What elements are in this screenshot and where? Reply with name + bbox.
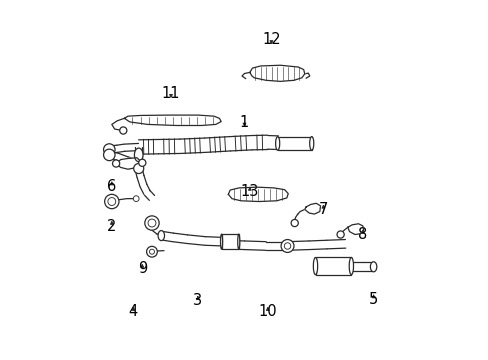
Circle shape (144, 216, 159, 230)
Circle shape (103, 149, 115, 161)
Bar (277, 136, 311, 150)
Circle shape (149, 249, 154, 254)
Ellipse shape (309, 136, 313, 150)
Polygon shape (249, 65, 304, 81)
Text: 6: 6 (107, 179, 116, 194)
Circle shape (120, 127, 126, 134)
Circle shape (148, 219, 156, 227)
Polygon shape (124, 115, 221, 126)
Circle shape (133, 163, 143, 174)
Text: 2: 2 (107, 219, 116, 234)
Text: 3: 3 (193, 293, 202, 308)
Ellipse shape (369, 262, 376, 272)
Bar (315, 257, 351, 275)
Ellipse shape (220, 234, 222, 249)
Circle shape (139, 159, 145, 166)
Circle shape (281, 239, 293, 252)
Text: 13: 13 (240, 184, 259, 199)
Circle shape (112, 160, 120, 167)
Text: 10: 10 (258, 304, 277, 319)
Circle shape (336, 231, 344, 238)
Circle shape (108, 198, 116, 206)
Circle shape (146, 246, 157, 257)
Text: 9: 9 (138, 261, 146, 276)
Text: 5: 5 (368, 292, 377, 307)
Polygon shape (228, 187, 287, 202)
Ellipse shape (237, 234, 239, 249)
Ellipse shape (134, 148, 142, 162)
Polygon shape (115, 158, 142, 169)
Circle shape (284, 243, 290, 249)
Circle shape (133, 196, 139, 202)
Ellipse shape (275, 136, 279, 150)
Ellipse shape (348, 257, 353, 275)
Text: 4: 4 (128, 304, 138, 319)
Ellipse shape (313, 257, 317, 275)
Text: 12: 12 (262, 32, 280, 47)
Text: 7: 7 (318, 202, 327, 217)
Polygon shape (347, 224, 363, 234)
Circle shape (103, 144, 115, 155)
Text: 8: 8 (358, 227, 366, 242)
Text: 1: 1 (240, 115, 248, 130)
Circle shape (104, 194, 119, 209)
Text: 11: 11 (162, 86, 180, 101)
Bar (221, 234, 238, 249)
Polygon shape (304, 203, 320, 214)
Ellipse shape (158, 230, 164, 240)
Circle shape (290, 220, 298, 226)
